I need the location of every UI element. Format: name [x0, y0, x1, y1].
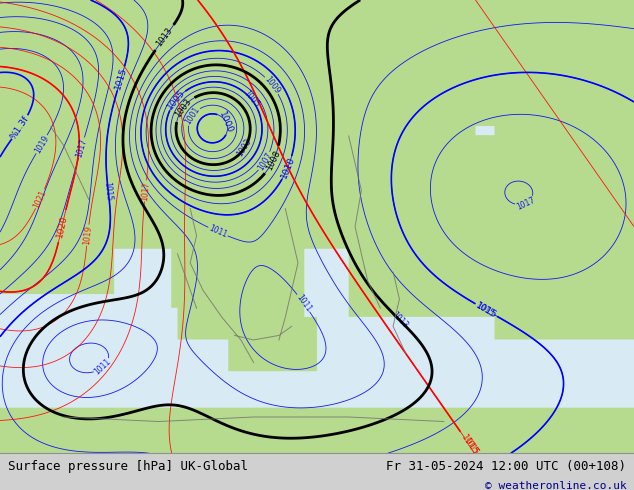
Text: 1019: 1019: [33, 134, 51, 155]
Text: Fr 31-05-2024 12:00 UTC (00+108): Fr 31-05-2024 12:00 UTC (00+108): [386, 460, 626, 473]
Text: 1021: 1021: [32, 188, 48, 209]
Text: 1005: 1005: [165, 88, 187, 112]
Text: 1003: 1003: [173, 97, 193, 119]
Text: 1015: 1015: [113, 66, 129, 91]
Text: 1003: 1003: [236, 137, 254, 158]
Text: 1011: 1011: [207, 224, 228, 240]
Text: 1005: 1005: [242, 89, 261, 109]
Text: 1017: 1017: [140, 181, 151, 201]
Text: 1011: 1011: [93, 357, 113, 377]
Text: 1015: 1015: [103, 181, 113, 201]
Text: 1017: 1017: [515, 195, 536, 212]
Text: 1013: 1013: [390, 310, 410, 330]
Text: 1015: 1015: [460, 433, 480, 457]
Text: 1008: 1008: [264, 148, 282, 172]
Text: %1.3f: %1.3f: [9, 114, 31, 141]
Text: 1007: 1007: [256, 151, 274, 172]
Text: 1015: 1015: [462, 436, 480, 457]
Text: © weatheronline.co.uk: © weatheronline.co.uk: [484, 481, 626, 490]
Text: 1001: 1001: [183, 105, 202, 126]
Text: 1017: 1017: [75, 137, 89, 158]
Text: Surface pressure [hPa] UK-Global: Surface pressure [hPa] UK-Global: [8, 460, 248, 473]
Text: 1020: 1020: [55, 214, 69, 238]
Text: 1015: 1015: [474, 300, 495, 318]
Text: 1000: 1000: [217, 110, 235, 135]
Text: 1010: 1010: [279, 155, 296, 180]
Text: 1019: 1019: [82, 225, 93, 245]
Text: 1009: 1009: [262, 75, 281, 96]
Text: 1011: 1011: [294, 293, 313, 314]
Text: 1015: 1015: [474, 300, 498, 320]
Text: 1013: 1013: [155, 26, 174, 49]
